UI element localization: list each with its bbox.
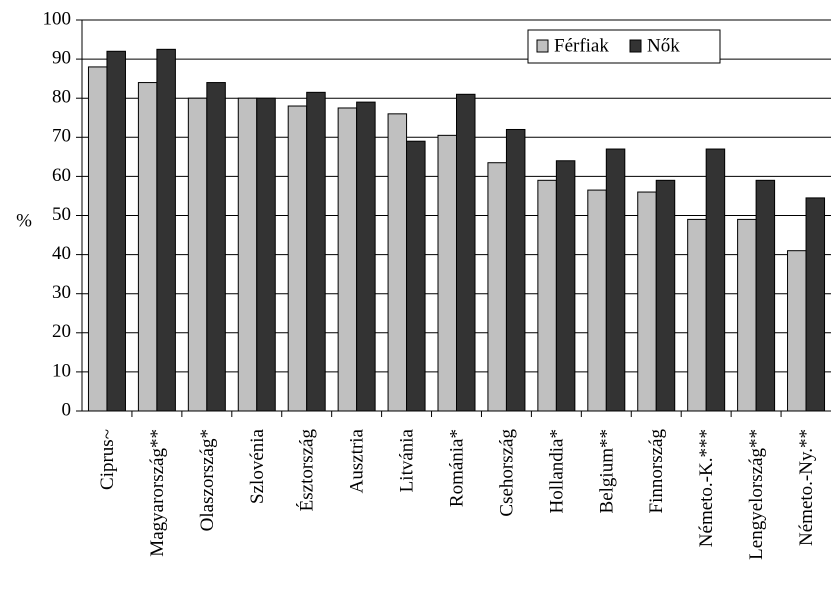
bar-ferfiak [137, 82, 158, 412]
bar-nok [705, 148, 726, 412]
bar-nok [505, 128, 526, 412]
legend-label-nok: Nők [647, 35, 680, 56]
bar-ferfiak [287, 105, 308, 412]
bar-nok [406, 140, 426, 412]
bar-nok [106, 50, 126, 412]
bar-nok [206, 82, 226, 412]
bar-ferfiak [737, 218, 757, 412]
x-tick-label: Csehország [496, 429, 517, 517]
bar-nok [605, 148, 626, 412]
x-tick-label: Olaszország* [197, 429, 218, 531]
x-tick-label: Belgium** [596, 429, 617, 513]
y-tick-label: 10 [52, 360, 71, 381]
y-tick-label: 80 [52, 87, 71, 108]
bar-nok [156, 48, 176, 412]
bar-nok [306, 91, 326, 412]
bars [87, 48, 826, 412]
x-tick-label: Románia* [447, 429, 468, 507]
bar-ferfiak [437, 134, 457, 412]
bar-nok [256, 97, 276, 412]
axes [76, 19, 831, 417]
x-tick-label: Németo.-Ny.** [796, 429, 817, 546]
bar-ferfiak [387, 113, 408, 412]
y-tick-label: 50 [52, 204, 71, 225]
bar-ferfiak [637, 191, 657, 412]
x-tick-label: Lengyelország** [746, 429, 767, 560]
legend-box [527, 29, 721, 64]
bar-nok [805, 197, 826, 412]
x-tick-label: Ausztria [347, 428, 368, 493]
bar-nok [755, 179, 776, 412]
x-tick-label: Magyarország** [147, 429, 168, 557]
x-tick-label: Ciprus~ [97, 429, 118, 490]
y-tick-label: 40 [52, 243, 71, 264]
bar-nok [456, 93, 476, 412]
legend-swatch-ferfiak [536, 39, 549, 53]
x-tick-labels: Ciprus~ Magyarország** Olaszország* Szlovén… [97, 428, 817, 559]
y-tick-label: 60 [52, 165, 71, 186]
bar-nok [555, 160, 576, 412]
y-tick-label: 70 [52, 126, 71, 147]
bar-ferfiak [537, 179, 557, 412]
bar-ferfiak [787, 250, 807, 412]
y-tick-label: 90 [52, 47, 71, 68]
bar-ferfiak [587, 189, 607, 412]
x-tick-label: Szlovénia [247, 428, 268, 503]
y-tick-labels: 0 10 20 30 40 50 60 70 80 90 100 [43, 8, 72, 420]
legend-swatch-nok [629, 39, 642, 53]
bar-ferfiak [87, 66, 108, 412]
legend-label-ferfiak: Férfiak [554, 35, 609, 56]
x-tick-label: Finnország [646, 429, 667, 514]
x-tick-label: Észtország [296, 429, 318, 512]
bar-ferfiak [187, 97, 208, 412]
bar-ferfiak [687, 218, 707, 412]
bar-ferfiak [487, 162, 507, 412]
x-tick-label: Németo.-K.*** [696, 429, 717, 547]
y-tick-label: 20 [52, 321, 71, 342]
x-tick-label: Hollandia* [546, 429, 567, 513]
bar-ferfiak [237, 97, 258, 412]
y-tick-label: 100 [43, 8, 72, 29]
y-tick-label: 0 [62, 399, 72, 420]
y-tick-label: 30 [52, 282, 71, 303]
bar-nok [655, 179, 676, 412]
bar-nok [356, 101, 376, 412]
bar-ferfiak [337, 107, 358, 412]
y-axis-label: % [16, 210, 32, 231]
x-tick-label: Litvánia [397, 428, 418, 492]
legend: Férfiak Nők [527, 29, 721, 64]
